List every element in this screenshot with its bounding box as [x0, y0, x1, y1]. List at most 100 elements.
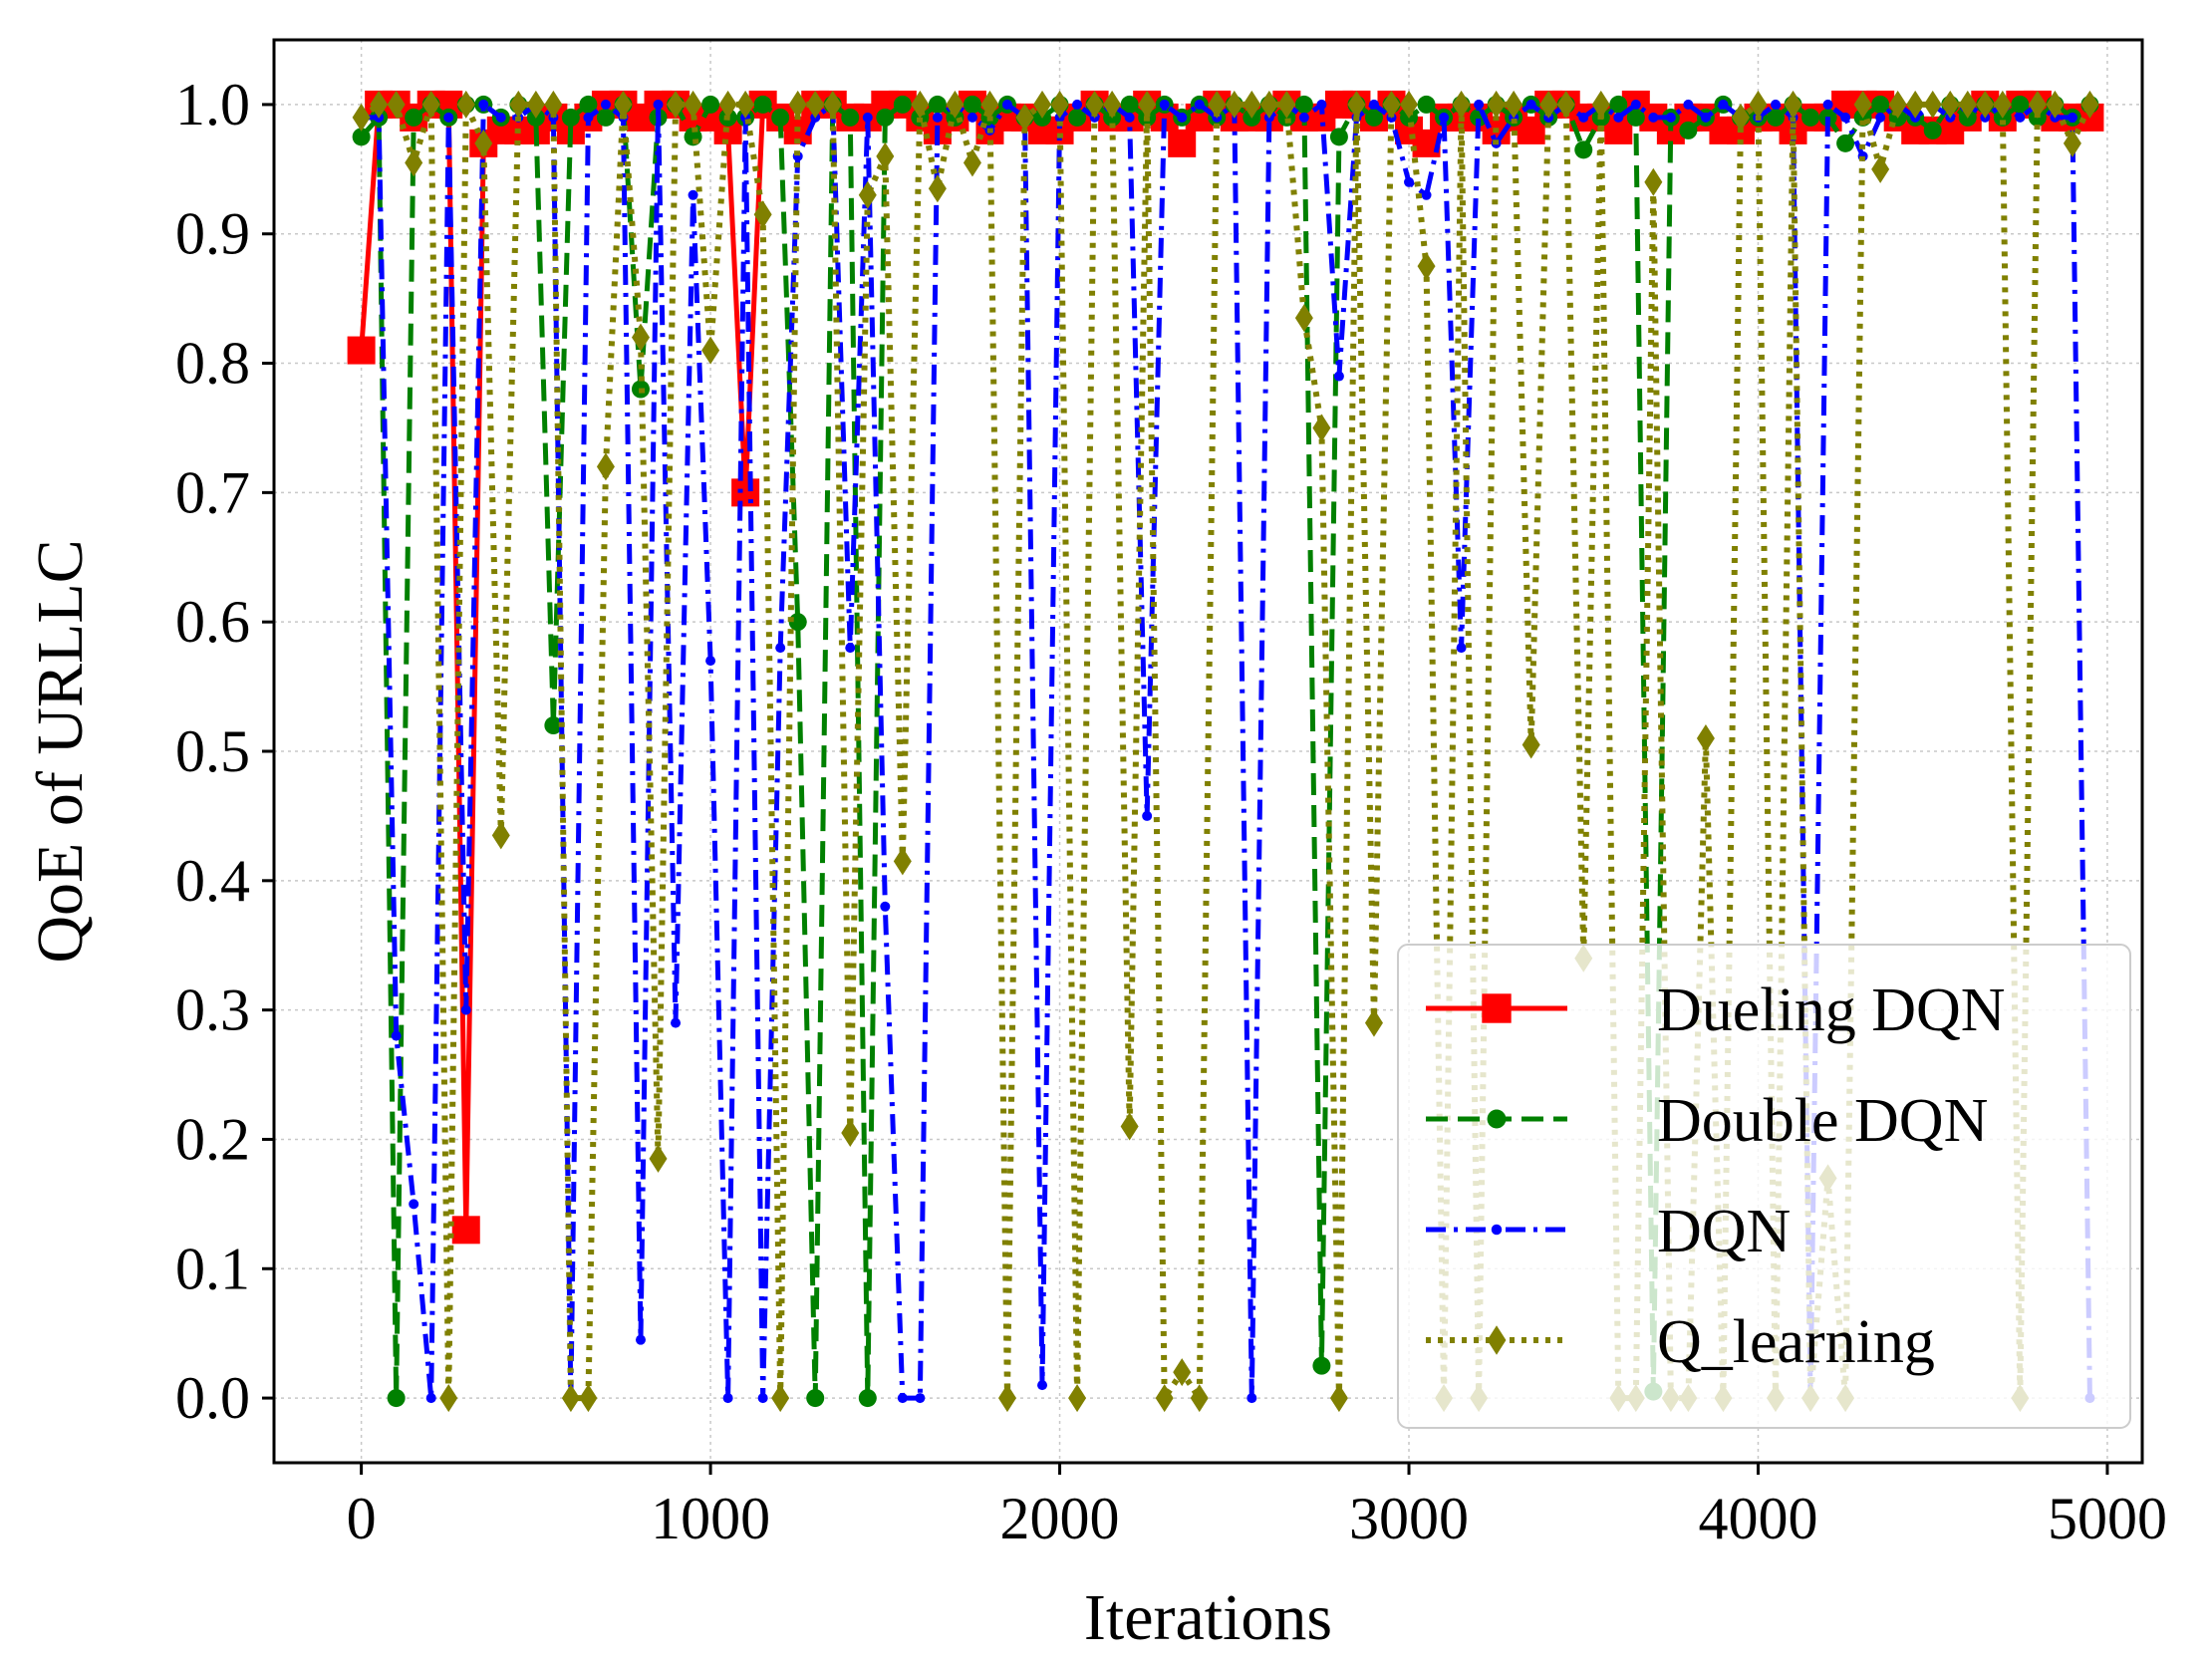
diamond-marker — [858, 180, 877, 209]
diamond-marker — [2080, 90, 2099, 119]
circle-marker — [579, 95, 598, 114]
x-tick-label: 1000 — [651, 1486, 770, 1551]
diamond-marker — [649, 1144, 668, 1173]
point-marker — [653, 99, 664, 110]
circle-marker — [544, 716, 563, 735]
point-marker — [1159, 99, 1170, 110]
point-marker — [1439, 112, 1450, 123]
diamond-marker — [439, 1384, 458, 1413]
x-tick-label: 0 — [347, 1486, 377, 1551]
diamond-marker — [1190, 1384, 1209, 1413]
legend-item: Dueling DQN — [1426, 976, 2006, 1044]
diamond-marker — [387, 90, 406, 119]
legend: Dueling DQN Double DQN DQN Q_learning — [1397, 944, 2131, 1429]
diamond-marker — [1259, 90, 1278, 119]
point-marker — [600, 99, 611, 110]
diamond-marker — [1888, 90, 1907, 119]
circle-marker — [1801, 108, 1820, 127]
diamond-marker — [771, 1384, 790, 1413]
circle-marker — [1417, 95, 1436, 114]
diamond-marker — [1329, 1384, 1348, 1413]
legend-label: Dueling DQN — [1657, 976, 2006, 1044]
diamond-marker — [893, 847, 912, 876]
diamond-marker — [1382, 90, 1401, 119]
circle-marker — [1871, 95, 1890, 114]
y-tick-label: 0.1 — [175, 1236, 250, 1301]
y-tick-label: 0.4 — [175, 848, 250, 914]
point-marker — [967, 112, 977, 123]
point-marker — [1298, 112, 1309, 123]
point-marker — [915, 1393, 926, 1404]
legend-label: DQN — [1657, 1198, 1791, 1265]
point-marker — [1491, 1224, 1503, 1236]
diamond-marker — [526, 90, 545, 119]
y-tick-label: 0.0 — [175, 1365, 250, 1431]
circle-marker — [806, 1389, 825, 1408]
diamond-marker — [1452, 90, 1471, 119]
series-lines — [347, 90, 2104, 1413]
point-marker — [845, 643, 856, 654]
diamond-marker — [1085, 90, 1104, 119]
diamond-marker — [1050, 90, 1069, 119]
point-marker — [705, 656, 716, 667]
diamond-marker — [1417, 252, 1436, 281]
circle-marker — [1836, 134, 1855, 152]
diamond-marker — [1958, 90, 1977, 119]
diamond-marker — [1556, 90, 1575, 119]
legend-label: Double DQN — [1657, 1087, 1988, 1155]
diamond-marker — [1364, 1008, 1383, 1037]
point-marker — [1404, 176, 1415, 187]
x-tick-label: 3000 — [1349, 1486, 1469, 1551]
circle-marker — [753, 95, 772, 114]
point-marker — [1718, 99, 1729, 110]
diamond-marker — [614, 90, 633, 119]
diamond-marker — [1731, 103, 1750, 132]
y-tick-label: 0.5 — [175, 718, 250, 784]
diamond-marker — [1400, 90, 1419, 119]
diamond-marker — [753, 200, 772, 229]
point-marker — [1683, 99, 1694, 110]
diamond-marker — [1487, 90, 1506, 119]
point-marker — [757, 1393, 768, 1404]
diamond-marker — [1923, 90, 1942, 119]
circle-marker — [1609, 95, 1628, 114]
point-marker — [1194, 99, 1205, 110]
series-line — [359, 102, 2091, 1401]
diamond-marker — [1993, 90, 2012, 119]
diamond-marker — [2063, 129, 2081, 157]
diamond-marker — [1015, 103, 1034, 132]
circle-marker — [893, 95, 912, 114]
circle-marker — [561, 108, 580, 127]
point-marker — [583, 112, 594, 123]
point-marker — [409, 1199, 419, 1210]
circle-marker — [596, 108, 615, 127]
diamond-marker — [980, 90, 999, 119]
diamond-marker — [788, 90, 807, 119]
point-marker — [1578, 112, 1589, 123]
circle-marker — [841, 108, 860, 127]
circle-marker — [701, 95, 720, 114]
circle-marker — [1923, 121, 1942, 139]
circle-marker — [1679, 121, 1698, 139]
circle-marker — [771, 108, 790, 127]
point-marker — [495, 112, 506, 123]
diamond-marker — [2046, 90, 2065, 119]
diamond-marker — [701, 336, 720, 365]
point-marker — [722, 1393, 733, 1404]
diamond-marker — [1208, 90, 1227, 119]
diamond-marker — [1155, 1384, 1174, 1413]
axis-ticks: 0 1000 2000 3000 4000 5000 0.0 0.1 0.2 0.3 0.4 0.5 0… — [175, 72, 2167, 1551]
diamond-marker — [667, 90, 686, 119]
diamond-marker — [631, 323, 650, 352]
diamond-marker — [579, 1384, 598, 1413]
plot-area — [347, 90, 2104, 1413]
circle-marker — [1068, 108, 1087, 127]
diamond-marker — [352, 103, 371, 132]
point-marker — [425, 1393, 436, 1404]
point-marker — [1648, 112, 1659, 123]
point-marker — [443, 112, 454, 123]
point-marker — [897, 1393, 908, 1404]
y-tick-label: 0.9 — [175, 201, 250, 267]
circle-marker — [1312, 1356, 1331, 1375]
square-marker — [451, 1216, 480, 1245]
